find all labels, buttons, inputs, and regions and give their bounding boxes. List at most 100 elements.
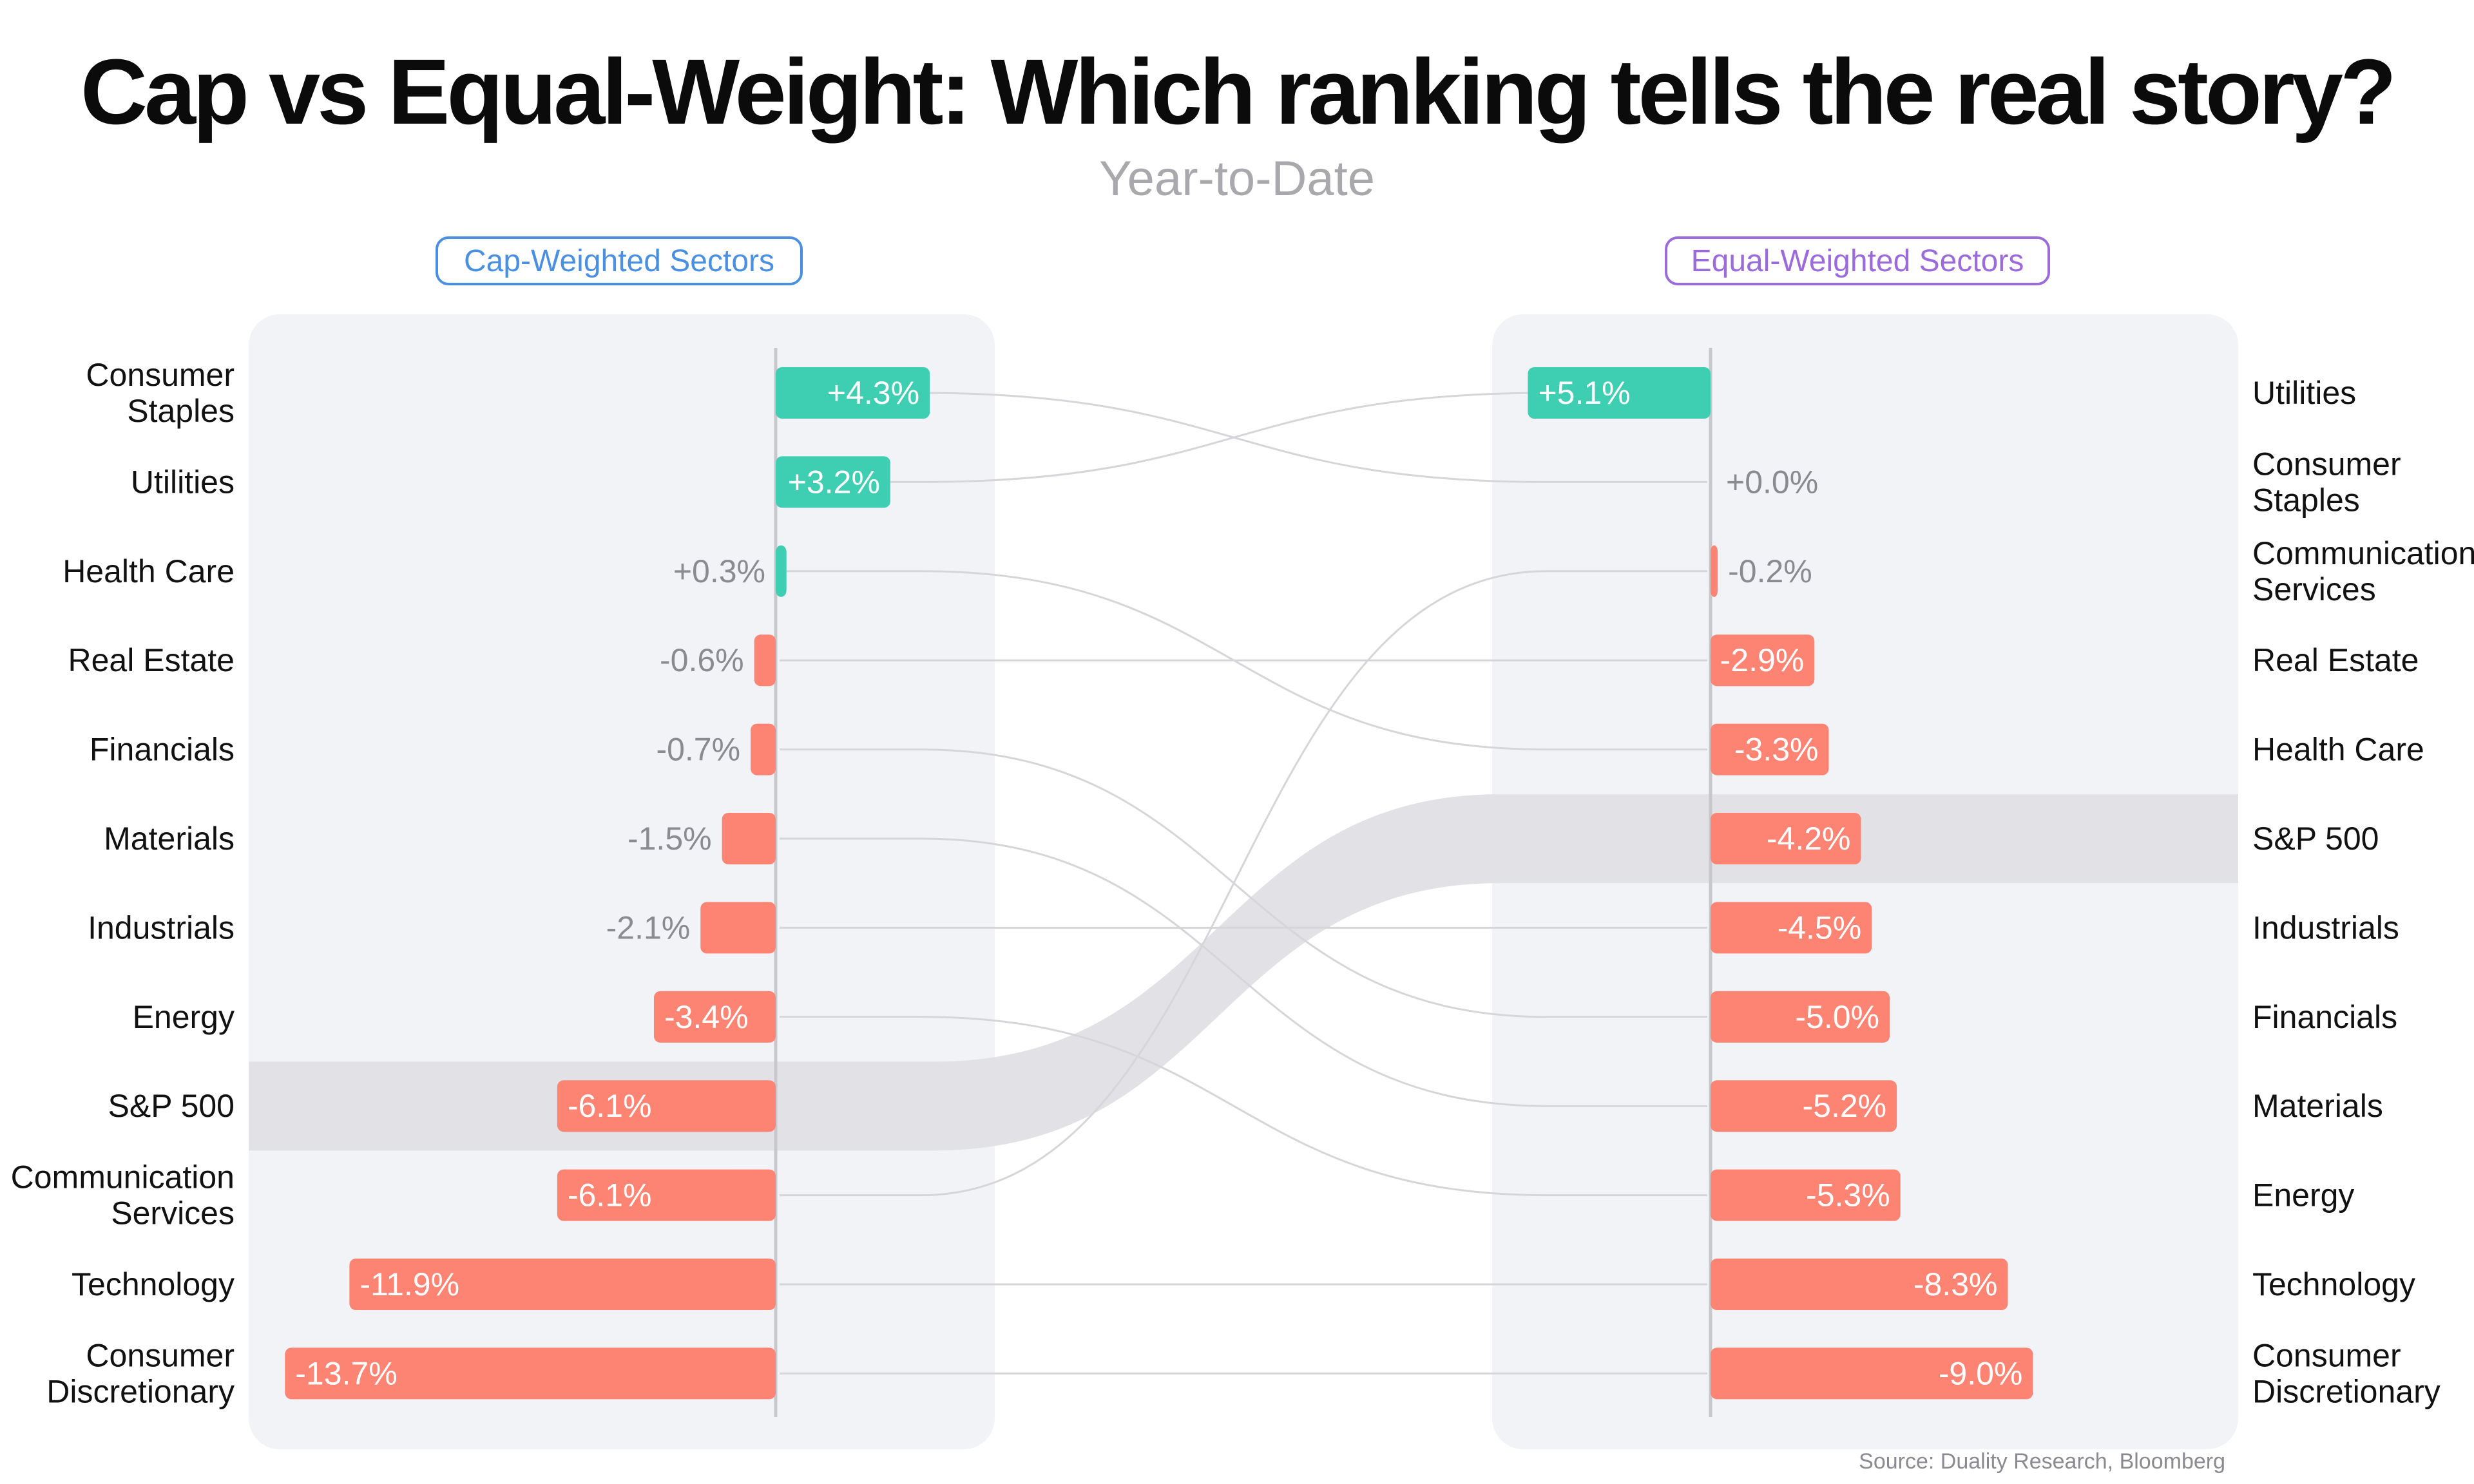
right-technology-category-label: Technology (2252, 1266, 2415, 1302)
right-health-care-value-label: -3.3% (1734, 732, 1819, 768)
left-materials-bar (722, 813, 776, 864)
left-health-care-bar (776, 545, 787, 597)
left-health-care-value-label: +0.3% (673, 553, 765, 589)
left-utilities-bar (776, 456, 890, 508)
right-energy-category-line: Energy (2252, 1177, 2354, 1213)
cap-weighted-panel-title: Cap-Weighted Sectors (436, 236, 803, 285)
left-health-care-category-label: Health Care (62, 553, 235, 589)
right-sp-500-category-line: S&P 500 (2252, 821, 2379, 857)
left-sp-500-bar (557, 1080, 776, 1132)
right-communication-services-category-label: Communication Services (2252, 535, 2474, 607)
cap-weighted-bars: +4.3%Consumer Staples+3.2%Utilities+0.3%H… (11, 357, 930, 1409)
chart-subtitle: Year-to-Date (1098, 151, 1376, 206)
connector-utilities (780, 392, 1707, 483)
left-energy-category-line: Energy (133, 999, 235, 1035)
connector-energy (780, 1016, 1707, 1197)
left-energy-category-label: Energy (133, 999, 235, 1035)
left-sp-500-value-label: -6.1% (568, 1088, 652, 1124)
left-sp-500-category-line: S&P 500 (108, 1088, 235, 1124)
connector-materials (780, 837, 1707, 1107)
left-technology-category-label: Technology (72, 1266, 235, 1302)
left-technology-category-line: Technology (72, 1266, 235, 1302)
left-financials-category-line: Financials (90, 732, 235, 768)
right-consumer-staples-category-label: Consumer Staples (2252, 446, 2401, 518)
rank-connectors (780, 392, 1707, 1375)
right-consumer-discretionary-value-label: -9.0% (1939, 1355, 2023, 1391)
left-utilities-value-label: +3.2% (788, 464, 880, 500)
right-communication-services-category-line: Services (2252, 571, 2376, 607)
left-communication-services-value-label: -6.1% (568, 1177, 652, 1213)
left-consumer-staples-bar (776, 367, 930, 419)
left-energy-value-label: -3.4% (664, 999, 749, 1035)
right-real-estate-category-line: Real Estate (2252, 642, 2419, 678)
left-communication-services-bar (557, 1169, 776, 1221)
left-sp-500-category-label: S&P 500 (108, 1088, 235, 1124)
right-technology-bar (1711, 1259, 2008, 1310)
right-communication-services-category-line: Communication (2252, 535, 2474, 571)
left-communication-services-category-line: Communication (11, 1159, 235, 1195)
zero-axes (774, 348, 1712, 1417)
right-utilities-category-line: Utilities (2252, 375, 2356, 411)
right-consumer-discretionary-category-label: Consumer Discretionary (2252, 1337, 2440, 1409)
right-consumer-discretionary-bar (1711, 1347, 2033, 1400)
right-materials-category-line: Materials (2252, 1088, 2383, 1124)
left-industrials-category-line: Industrials (88, 909, 235, 946)
right-sp-500-value-label: -4.2% (1767, 821, 1851, 857)
left-industrials-value-label: -2.1% (606, 909, 691, 946)
right-health-care-category-line: Health Care (2252, 732, 2424, 768)
left-consumer-staples-category-line: Consumer (86, 357, 235, 393)
right-financials-value-label: -5.0% (1795, 999, 1879, 1035)
chart-title: Cap vs Equal-Weight: Which ranking tells… (81, 40, 2397, 144)
right-financials-category-label: Financials (2252, 999, 2397, 1035)
left-consumer-discretionary-value-label: -13.7% (295, 1355, 397, 1391)
left-consumer-staples-value-label: +4.3% (827, 375, 919, 411)
right-health-care-bar (1711, 723, 1829, 775)
right-industrials-bar (1711, 902, 1872, 954)
left-consumer-discretionary-bar (285, 1347, 776, 1400)
left-consumer-discretionary-category-line: Consumer (86, 1337, 235, 1373)
left-financials-category-label: Financials (90, 732, 235, 768)
left-utilities-category-line: Utilities (131, 464, 235, 500)
source-note: Source: Duality Research, Bloomberg (1859, 1449, 2225, 1474)
right-industrials-category-line: Industrials (2252, 909, 2399, 946)
left-consumer-staples-category-line: Staples (127, 393, 235, 429)
left-consumer-discretionary-category-line: Discretionary (46, 1373, 235, 1409)
right-materials-value-label: -5.2% (1802, 1088, 1886, 1124)
right-energy-bar (1711, 1169, 1901, 1221)
right-communication-services-value-label: -0.2% (1728, 553, 1812, 589)
right-consumer-discretionary-category-line: Discretionary (2252, 1373, 2440, 1409)
left-real-estate-category-label: Real Estate (68, 642, 235, 678)
left-consumer-staples-category-label: Consumer Staples (86, 357, 235, 429)
right-communication-services-bar (1711, 545, 1718, 597)
right-sp-500-category-label: S&P 500 (2252, 821, 2379, 857)
right-consumer-discretionary-category-line: Consumer (2252, 1337, 2401, 1373)
sp500-highlight-ribbon (249, 794, 2238, 1151)
right-health-care-category-label: Health Care (2252, 732, 2424, 768)
right-financials-category-line: Financials (2252, 999, 2397, 1035)
left-technology-value-label: -11.9% (360, 1266, 459, 1302)
right-technology-value-label: -8.3% (1913, 1266, 1998, 1302)
left-health-care-category-line: Health Care (62, 553, 235, 589)
left-utilities-category-label: Utilities (131, 464, 235, 500)
sp500-highlight-band (249, 794, 2238, 1151)
right-consumer-staples-category-line: Consumer (2252, 446, 2401, 482)
right-real-estate-category-label: Real Estate (2252, 642, 2419, 678)
right-energy-value-label: -5.3% (1806, 1177, 1890, 1213)
left-technology-bar (349, 1259, 776, 1310)
right-materials-bar (1711, 1080, 1897, 1132)
right-consumer-staples-category-line: Staples (2252, 482, 2360, 518)
left-industrials-category-label: Industrials (88, 909, 235, 946)
right-utilities-category-label: Utilities (2252, 375, 2356, 411)
left-financials-value-label: -0.7% (656, 732, 740, 768)
left-communication-services-category-line: Services (111, 1195, 235, 1232)
left-energy-bar (653, 991, 776, 1043)
equal-weighted-bars: +5.1% Utilities+0.0% Consumer Staples-0.2% C… (1528, 367, 2474, 1409)
left-real-estate-bar (754, 634, 776, 687)
left-financials-bar (751, 723, 776, 775)
left-industrials-bar (700, 902, 776, 954)
connector-communication-services (780, 570, 1707, 1197)
right-energy-category-label: Energy (2252, 1177, 2354, 1213)
right-sp-500-bar (1711, 813, 1861, 864)
cap-weighted-panel (249, 314, 995, 1449)
